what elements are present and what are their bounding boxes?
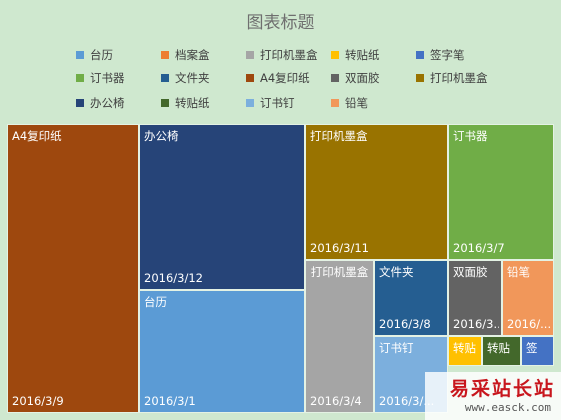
legend-label: 台历: [90, 48, 113, 62]
tile-date: 2016/3/8: [379, 317, 431, 331]
legend-swatch: [76, 74, 84, 82]
tile-name: 铅笔: [507, 265, 530, 279]
legend-swatch: [331, 99, 339, 107]
legend-swatch: [246, 99, 254, 107]
tile-date: 2016/3/7: [453, 241, 505, 255]
treemap-tile: 订书器 2016/3/7: [448, 124, 554, 260]
legend-label: 转贴纸: [175, 96, 210, 110]
legend-swatch: [246, 51, 254, 59]
treemap-plot: A4复印纸 2016/3/9 办公椅 2016/3/12 台历 2016/3/1 打印机墨盒…: [7, 124, 554, 413]
legend-swatch: [416, 74, 424, 82]
legend-label: 打印机墨盒: [260, 48, 318, 62]
treemap-tile: 转贴: [448, 336, 482, 366]
tile-date: 2016/...: [507, 317, 551, 331]
legend-label: 铅笔: [345, 96, 368, 110]
tile-date: 2016/3/9: [12, 394, 64, 408]
treemap-tile: 打印机墨盒 2016/3/11: [305, 124, 448, 260]
treemap-tile: 办公椅 2016/3/12: [139, 124, 305, 290]
legend-swatch: [161, 51, 169, 59]
legend-swatch: [331, 74, 339, 82]
tile-name: 转贴: [453, 341, 476, 355]
watermark: 易采站长站 www.easck.com: [425, 372, 561, 420]
legend-swatch: [76, 51, 84, 59]
treemap-tile: 文件夹 2016/3/8: [374, 260, 448, 336]
legend-label: 订书钉: [260, 96, 295, 110]
legend-label: 转贴纸: [345, 48, 380, 62]
treemap-tile: 打印机墨盒 2016/3/4: [305, 260, 374, 413]
tile-name: 打印机墨盒: [310, 129, 368, 143]
legend-label: 档案盒: [175, 48, 210, 62]
tile-date: 2016/3/4: [310, 394, 362, 408]
tile-name: 文件夹: [379, 265, 414, 279]
legend-swatch: [331, 51, 339, 59]
legend-label: 文件夹: [175, 71, 210, 85]
tile-date: 2016/3/12: [144, 271, 203, 285]
tile-date: 2016/3/1: [144, 394, 196, 408]
tile-date: 2016/3/11: [310, 241, 369, 255]
watermark-text: 易采站长站: [449, 378, 555, 400]
tile-name: 打印机墨盒: [310, 265, 369, 279]
tile-date: 2016/3/...: [379, 394, 435, 408]
tile-name: 转贴: [487, 341, 510, 355]
legend-label: A4复印纸: [260, 71, 310, 85]
legend-label: 订书器: [90, 71, 125, 85]
legend-swatch: [76, 99, 84, 107]
tile-name: 办公椅: [144, 129, 179, 143]
treemap-tile: 转贴: [482, 336, 521, 366]
treemap-tile: 台历 2016/3/1: [139, 290, 305, 413]
legend-swatch: [161, 74, 169, 82]
tile-name: 订书器: [453, 129, 488, 143]
legend-swatch: [246, 74, 254, 82]
chart-title: 图表标题: [246, 13, 315, 33]
tile-name: 订书钉: [379, 341, 414, 355]
tile-date: 2016/3...: [453, 317, 499, 331]
treemap-tile: A4复印纸 2016/3/9: [7, 124, 139, 413]
tile-name: 双面胶: [453, 265, 488, 279]
watermark-url: www.easck.com: [464, 401, 551, 414]
treemap-tile: 双面胶 2016/3...: [448, 260, 502, 336]
legend-swatch: [416, 51, 424, 59]
treemap-tile: 签: [521, 336, 554, 366]
legend-label: 签字笔: [430, 48, 465, 62]
legend-label: 打印机墨盒: [430, 71, 488, 85]
legend-swatch: [161, 99, 169, 107]
legend-label: 双面胶: [345, 71, 380, 85]
tile-name: 签: [526, 341, 538, 355]
legend-label: 办公椅: [90, 96, 125, 110]
tile-name: 台历: [144, 295, 167, 309]
treemap-tile: 铅笔 2016/...: [502, 260, 554, 336]
tile-name: A4复印纸: [12, 129, 62, 143]
